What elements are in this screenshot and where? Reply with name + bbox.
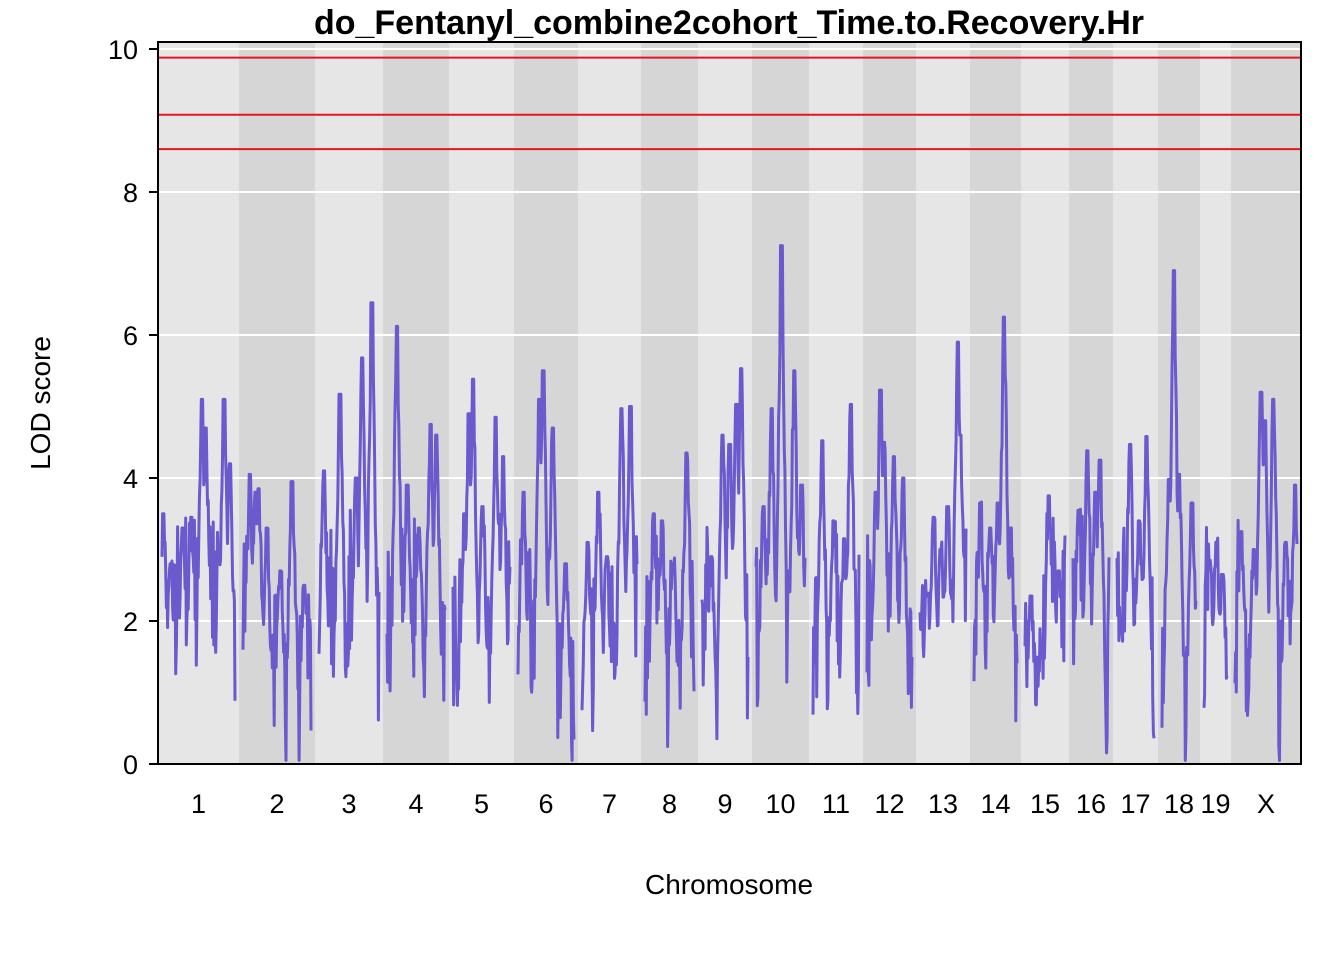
lod-curve-chr-12 — [865, 388, 914, 709]
y-tick-label-10: 10 — [108, 35, 138, 65]
chromosome-label-3: 3 — [341, 789, 356, 819]
chromosome-label-5: 5 — [474, 789, 489, 819]
lod-curve-chr-19 — [1202, 526, 1229, 708]
threshold-lines — [158, 56, 1301, 151]
lod-curve-chr-18 — [1160, 269, 1198, 762]
lod-curve-chr-14 — [972, 315, 1019, 723]
chromosome-label-15: 15 — [1030, 789, 1060, 819]
chromosome-label-4: 4 — [408, 789, 423, 819]
y-tick-label-4: 4 — [123, 464, 138, 494]
lod-curve-chr-15 — [1023, 494, 1067, 707]
y-tick-label-6: 6 — [123, 321, 138, 351]
lod-curve-chr-17 — [1115, 435, 1156, 739]
chromosome-label-17: 17 — [1120, 789, 1150, 819]
chromosome-label-9: 9 — [717, 789, 732, 819]
chromosome-band-14 — [970, 42, 1021, 764]
lod-curve-chr-10 — [754, 244, 807, 708]
plot-frame — [157, 41, 1302, 765]
chromosome-label-2: 2 — [269, 789, 284, 819]
lod-curve-chr-2 — [241, 472, 313, 762]
chart-title: do_Fentanyl_combine2cohort_Time.to.Recov… — [314, 4, 1144, 42]
lod-curve-segments — [160, 244, 1299, 762]
chromosome-label-12: 12 — [874, 789, 904, 819]
x-axis-title: Chromosome — [645, 869, 813, 900]
lod-curve-chr-X — [1233, 390, 1299, 762]
lod-curve-chr-4 — [385, 324, 447, 702]
chromosome-band-6 — [514, 42, 578, 764]
chromosome-label-14: 14 — [980, 789, 1010, 819]
y-axis: 0 2 4 6 8 10 — [108, 35, 158, 780]
chromosome-label-X: X — [1257, 789, 1275, 819]
y-axis-title: LOD score — [25, 336, 56, 470]
lod-curve-chr-1 — [160, 397, 237, 701]
lod-curve-chr-13 — [918, 340, 968, 658]
chromosome-label-7: 7 — [602, 789, 617, 819]
chromosome-band-9 — [698, 42, 752, 764]
chromosome-bands — [158, 42, 1301, 764]
chromosome-label-1: 1 — [191, 789, 206, 819]
chromosome-label-18: 18 — [1164, 789, 1194, 819]
chromosome-label-6: 6 — [538, 789, 553, 819]
chromosome-label-19: 19 — [1200, 789, 1230, 819]
chromosome-label-10: 10 — [765, 789, 795, 819]
chromosome-band-1 — [158, 42, 239, 764]
chromosome-label-13: 13 — [928, 789, 958, 819]
lod-curve-chr-3 — [317, 301, 381, 722]
lod-curve-chr-5 — [451, 377, 512, 707]
y-tick-label-8: 8 — [123, 178, 138, 208]
chromosome-label-16: 16 — [1076, 789, 1106, 819]
lod-curve-chr-9 — [700, 367, 750, 741]
lod-curve-chr-6 — [516, 369, 576, 762]
chromosome-label-11: 11 — [822, 789, 850, 819]
chromosome-band-X — [1231, 42, 1301, 764]
lod-curve-chr-8 — [643, 451, 696, 748]
lod-curve-chr-16 — [1071, 449, 1111, 755]
chromosome-band-4 — [383, 42, 449, 764]
chromosome-band-7 — [578, 42, 641, 764]
chromosome-label-8: 8 — [662, 789, 677, 819]
lod-curve-chr-7 — [580, 405, 639, 733]
lod-curve-chr-11 — [811, 402, 861, 715]
y-tick-label-0: 0 — [123, 750, 138, 780]
x-axis: 1 2 3 4 5 6 7 8 9 10 11 12 13 14 15 16 17 18 19 X — [191, 789, 1275, 819]
y-tick-label-2: 2 — [123, 607, 138, 637]
